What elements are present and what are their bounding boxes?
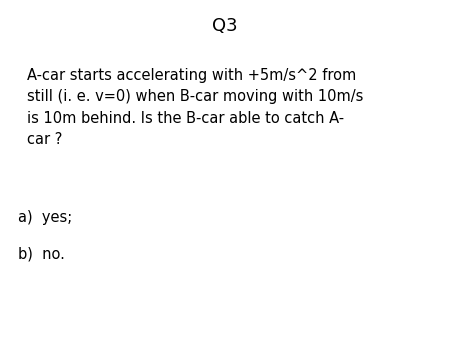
Text: a)  yes;: a) yes; (18, 210, 72, 224)
Text: b)  no.: b) no. (18, 247, 65, 262)
Text: Q3: Q3 (212, 17, 238, 35)
Text: A-car starts accelerating with +5m/s^2 from
still (i. e. v=0) when B-car moving : A-car starts accelerating with +5m/s^2 f… (27, 68, 364, 147)
